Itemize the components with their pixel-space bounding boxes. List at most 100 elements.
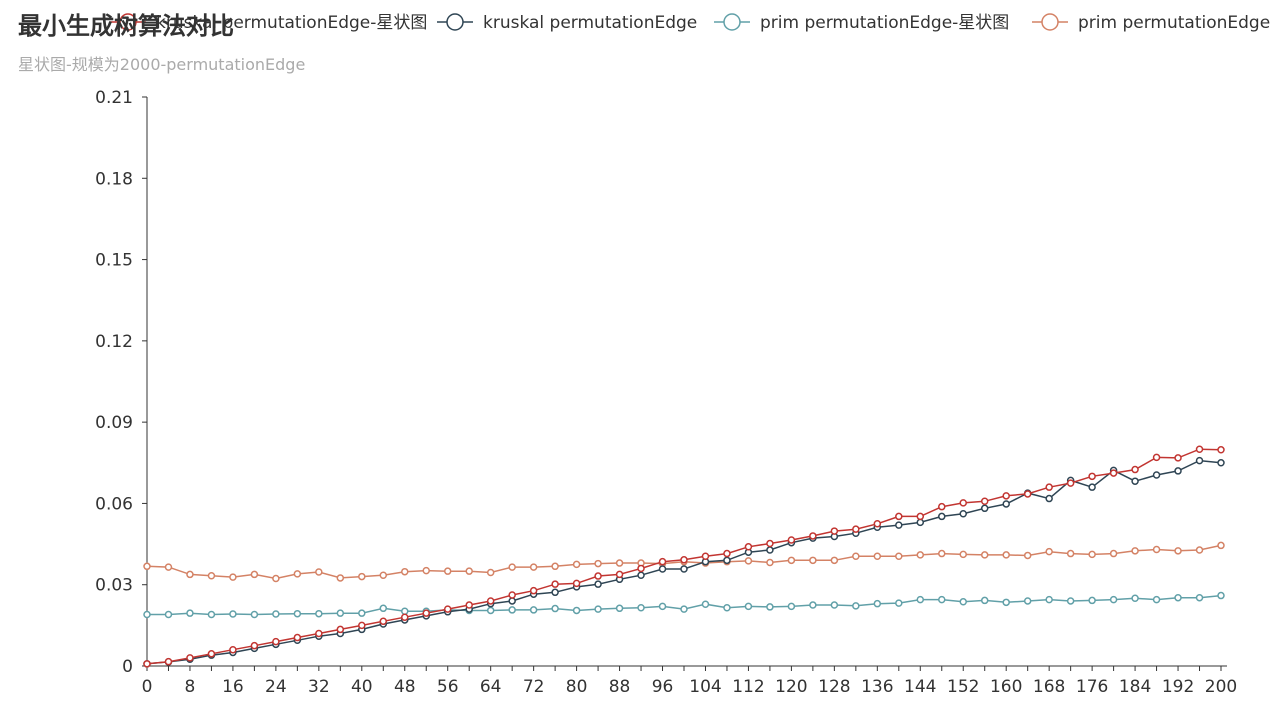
data-point (959, 509, 967, 518)
data-point (1066, 549, 1075, 558)
data-point (1131, 547, 1139, 555)
x-tick-label: 176 (1076, 677, 1108, 697)
x-tick-label: 136 (861, 677, 893, 697)
x-tick-label: 8 (185, 677, 196, 697)
data-point (1195, 445, 1204, 453)
data-point (1045, 483, 1053, 491)
data-point (594, 580, 602, 588)
data-point (401, 567, 409, 576)
data-point (1109, 549, 1118, 558)
data-point (358, 621, 366, 630)
data-point (873, 520, 882, 528)
data-point (529, 606, 538, 614)
data-point (572, 560, 581, 569)
data-point (938, 502, 946, 511)
y-tick-label: 0.03 (95, 576, 133, 596)
legend-item[interactable]: prim permutationEdge-星状图 (714, 13, 1009, 33)
data-point (637, 603, 645, 612)
data-point (916, 512, 925, 521)
data-point (1131, 465, 1139, 474)
data-point (143, 610, 151, 619)
data-point (980, 551, 989, 559)
data-point (980, 497, 989, 506)
legend-item[interactable]: kruskal permutationEdge (437, 13, 697, 33)
legend[interactable]: kruskal permutationEdge-星状图 kruskal permu… (110, 13, 1270, 33)
data-point (1217, 446, 1225, 454)
data-point (615, 570, 624, 579)
data-point (938, 512, 946, 521)
data-point (959, 550, 967, 559)
data-point (594, 559, 602, 568)
x-tick-label: 128 (818, 677, 850, 697)
data-point (830, 527, 839, 535)
data-point (293, 609, 302, 618)
x-tick-label: 88 (609, 677, 631, 697)
data-point (787, 556, 796, 565)
data-point (1195, 593, 1204, 602)
data-point (508, 606, 516, 614)
data-point (508, 591, 516, 599)
y-tick-label: 0.18 (95, 169, 133, 189)
data-point (465, 601, 473, 609)
data-point (723, 603, 731, 612)
data-point (1023, 551, 1032, 560)
data-point (873, 552, 882, 561)
data-point (809, 601, 817, 609)
legend-marker (1041, 13, 1059, 31)
x-tick-label: 184 (1119, 677, 1151, 697)
legend-item[interactable]: prim permutationEdge (1032, 13, 1270, 33)
data-point (895, 552, 903, 561)
data-point (1109, 595, 1118, 604)
data-point (1002, 551, 1010, 559)
data-point (272, 574, 280, 583)
x-tick-label: 72 (523, 677, 545, 697)
data-point (938, 595, 946, 604)
data-point (1152, 545, 1161, 554)
data-point (744, 557, 753, 565)
data-point (186, 570, 194, 579)
data-point (272, 637, 280, 646)
data-point (1066, 479, 1075, 487)
x-tick-label: 64 (480, 677, 502, 697)
series-2 (143, 591, 1225, 619)
data-point (164, 610, 173, 619)
legend-marker (723, 13, 741, 31)
data-point (830, 601, 839, 609)
data-point (315, 609, 323, 618)
data-point (1131, 594, 1139, 603)
data-point (787, 536, 796, 544)
data-point (1088, 596, 1096, 605)
legend-label: kruskal permutationEdge-星状图 (156, 13, 427, 33)
data-point (508, 597, 516, 605)
data-point (572, 606, 581, 615)
data-point (358, 572, 366, 581)
legend-item[interactable]: kruskal permutationEdge-星状图 (110, 13, 427, 33)
y-tick-label: 0.09 (95, 413, 133, 433)
chart-title: 最小生成树算法对比 (18, 12, 234, 40)
data-point (1002, 598, 1010, 607)
series-3 (143, 541, 1225, 583)
x-tick-label: 40 (351, 677, 373, 697)
data-point (1131, 477, 1139, 485)
data-point (916, 551, 925, 559)
data-point (293, 570, 302, 578)
data-point (293, 633, 302, 642)
data-point (486, 597, 495, 605)
data-point (315, 629, 323, 638)
data-point (551, 604, 559, 613)
data-point (852, 602, 860, 610)
data-point (1045, 494, 1053, 503)
data-point (766, 546, 774, 554)
data-point (486, 568, 495, 577)
x-tick-label: 80 (566, 677, 588, 697)
data-point (250, 610, 259, 619)
legend-label: kruskal permutationEdge (483, 13, 697, 33)
data-point (529, 563, 538, 571)
x-tick-label: 32 (308, 677, 330, 697)
data-point (250, 570, 259, 579)
data-point (701, 600, 710, 608)
data-point (508, 563, 516, 571)
data-point (379, 617, 388, 626)
data-point (916, 518, 925, 527)
data-point (401, 607, 409, 616)
